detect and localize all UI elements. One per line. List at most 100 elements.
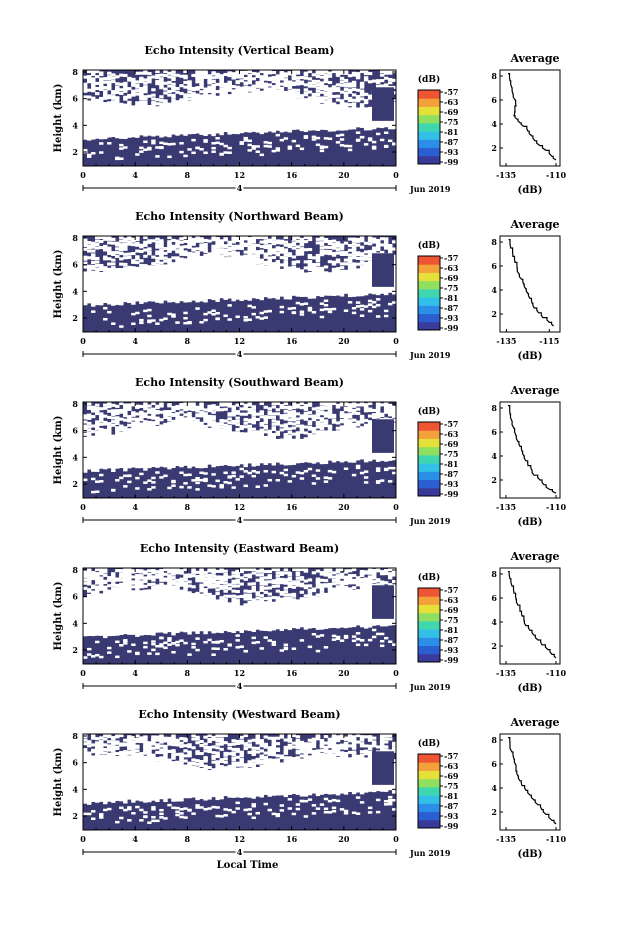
echo-speckle — [311, 414, 317, 418]
echo-speckle — [327, 250, 333, 254]
echo-speckle — [259, 317, 264, 320]
echo-speckle — [231, 74, 236, 78]
colorbar-swatch — [418, 139, 440, 149]
echo-speckle — [163, 584, 168, 588]
echo-speckle — [355, 740, 361, 744]
echo-speckle — [183, 418, 188, 422]
echo-speckle — [131, 322, 136, 326]
echo-speckle — [299, 639, 305, 642]
echo-speckle — [327, 738, 333, 742]
echo-speckle — [295, 403, 301, 407]
echo-gap — [351, 756, 357, 795]
echo-speckle — [275, 420, 281, 424]
echo-speckle — [299, 402, 305, 406]
echo-speckle — [215, 592, 220, 596]
echo-speckle — [231, 413, 236, 417]
echo-speckle — [111, 241, 116, 245]
echo-speckle — [291, 416, 297, 420]
echo-speckle — [83, 243, 88, 247]
echo-gap — [211, 596, 216, 634]
echo-speckle — [367, 424, 373, 428]
echo-speckle — [391, 414, 397, 418]
echo-speckle — [247, 739, 252, 743]
echo-gap — [167, 590, 172, 633]
echo-speckle — [167, 486, 172, 490]
echo-speckle — [211, 583, 216, 587]
echo-speckle — [371, 301, 377, 304]
echo-speckle — [195, 804, 200, 807]
echo-speckle — [387, 480, 393, 483]
echo-gap — [391, 261, 397, 295]
echo-speckle — [159, 255, 164, 259]
echo-speckle — [107, 237, 112, 241]
echo-speckle — [311, 418, 317, 422]
echo-speckle — [267, 78, 273, 82]
echo-speckle — [323, 73, 329, 77]
echo-speckle — [275, 581, 281, 585]
echo-speckle — [355, 237, 361, 241]
echo-speckle — [347, 88, 353, 92]
profile-y-tick-label: 6 — [491, 95, 497, 105]
profile-x-tick-label: -135 — [496, 668, 516, 678]
echo-gap — [203, 96, 208, 137]
echo-speckle — [107, 589, 112, 593]
echo-speckle — [279, 305, 285, 309]
echo-speckle — [391, 259, 397, 263]
echo-speckle — [199, 761, 204, 766]
echo-speckle — [123, 239, 128, 243]
echo-speckle — [123, 738, 128, 742]
echo-speckle — [183, 239, 188, 243]
echo-speckle — [267, 808, 273, 812]
echo-speckle — [363, 241, 369, 245]
echo-speckle — [223, 471, 228, 475]
echo-speckle — [339, 568, 345, 572]
echo-gap — [179, 589, 184, 632]
echo-speckle — [131, 413, 136, 417]
echo-speckle — [111, 266, 116, 270]
echo-speckle — [303, 750, 309, 754]
echo-speckle — [111, 95, 116, 99]
echo-speckle — [359, 253, 365, 257]
echo-speckle — [163, 739, 168, 743]
echo-speckle — [319, 410, 325, 414]
echo-speckle — [111, 90, 116, 94]
echo-speckle — [375, 810, 381, 814]
echo-speckle — [307, 309, 313, 312]
echo-speckle — [371, 145, 377, 149]
echo-speckle — [103, 94, 108, 99]
echo-speckle — [323, 70, 329, 74]
echo-speckle — [339, 76, 345, 80]
echo-speckle — [271, 744, 277, 749]
echo-speckle — [351, 306, 357, 310]
echo-speckle — [355, 305, 361, 308]
echo-speckle — [163, 641, 168, 645]
echo-speckle — [107, 94, 112, 98]
colorbar-swatch — [418, 264, 440, 273]
echo-speckle — [287, 252, 293, 256]
echo-speckle — [115, 90, 120, 95]
echo-speckle — [323, 299, 329, 303]
echo-speckle — [143, 86, 148, 90]
echo-speckle — [283, 581, 289, 585]
echo-speckle — [99, 72, 104, 77]
echo-gap — [143, 589, 148, 635]
y-tick-label: 2 — [72, 313, 78, 323]
echo-speckle — [363, 72, 369, 76]
beam-panel: Echo Intensity (Vertical Beam)0 4 8 12 16 20 0… — [53, 44, 566, 196]
echo-speckle — [391, 570, 397, 574]
echo-speckle — [91, 424, 96, 428]
echo-speckle — [231, 240, 236, 244]
echo-speckle — [247, 471, 252, 475]
echo-speckle — [255, 259, 260, 263]
echo-speckle — [235, 573, 240, 577]
echo-speckle — [191, 761, 196, 766]
colorbar-tick-label: -93 — [444, 147, 459, 157]
echo-speckle — [207, 585, 212, 589]
echo-speckle — [159, 418, 164, 422]
echo-gap — [211, 255, 216, 301]
echo-speckle — [155, 244, 160, 248]
colorbar-swatch — [418, 479, 440, 489]
echo-gap — [95, 100, 100, 139]
echo-speckle — [351, 248, 357, 252]
echo-speckle — [183, 253, 188, 257]
